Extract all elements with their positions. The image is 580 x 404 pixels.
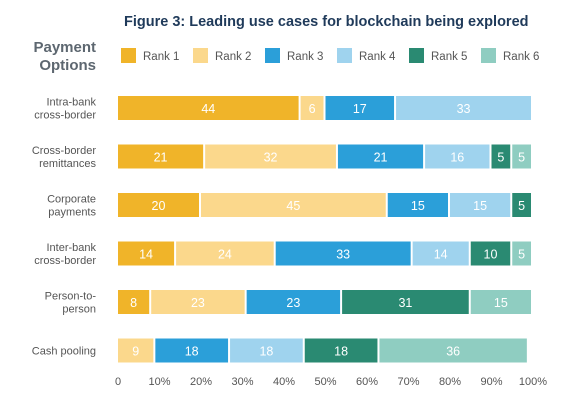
legend-label-rank-6: Rank 6 [503, 51, 539, 63]
bar-corporate-payments-rank-1 [118, 193, 199, 217]
data-label-intra-bank-cross-border-rank-2: 6 [309, 102, 316, 116]
legend-label-rank-4: Rank 4 [359, 51, 396, 63]
category-label-intra-bank-cross-border: Intra-bank cross-border [34, 97, 96, 122]
bar-intra-bank-cross-border-rank-3 [325, 96, 395, 120]
legend-swatch-rank-1 [121, 48, 136, 63]
bar-person-to-person-rank-3 [246, 290, 341, 314]
bar-corporate-payments-rank-4 [450, 193, 511, 217]
data-label-intra-bank-cross-border-rank-4: 33 [457, 102, 471, 116]
category-labels: Intra-bank cross-border Cross-border remitt… [32, 97, 97, 358]
x-axis-ticks: 0 10% 20% 30% 40% 50% 60% 70% 80% 90% 100% [115, 376, 547, 388]
data-label-cash-pooling-rank-2: 9 [132, 345, 139, 359]
legend: Rank 1 Rank 2 Rank 3 Rank 4 Rank 5 Rank 6 [121, 48, 539, 63]
data-label-cash-pooling-rank-5: 18 [334, 345, 348, 359]
legend-swatch-rank-2 [193, 48, 208, 63]
legend-swatch-rank-4 [337, 48, 352, 63]
x-tick-label-6: 60% [356, 376, 378, 388]
legend-label-rank-3: Rank 3 [287, 51, 323, 63]
data-label-cross-border-remittances-rank-3: 21 [374, 151, 388, 165]
bar-corporate-payments-rank-2 [201, 193, 386, 217]
data-label-person-to-person-rank-5: 31 [398, 296, 412, 310]
x-tick-label-3: 30% [231, 376, 253, 388]
x-tick-label-8: 80% [439, 376, 461, 388]
bar-person-to-person-rank-1 [118, 290, 150, 314]
bar-cash-pooling-rank-4 [230, 338, 303, 363]
data-label-intra-bank-cross-border-rank-1: 44 [201, 102, 215, 116]
bar-cross-border-remittances-rank-1 [118, 144, 204, 169]
data-label-corporate-payments-rank-4: 15 [473, 199, 487, 213]
x-tick-label-0: 0 [115, 376, 121, 388]
bar-cross-border-remittances-rank-5 [491, 144, 511, 169]
data-label-inter-bank-cross-border-rank-1: 14 [139, 248, 153, 262]
bar-cash-pooling-rank-2 [118, 338, 154, 363]
bar-person-to-person-rank-5 [342, 290, 469, 314]
data-label-person-to-person-rank-3: 23 [286, 296, 300, 310]
category-label-cash-pooling: Cash pooling [32, 346, 96, 358]
data-label-inter-bank-cross-border-rank-5: 10 [484, 248, 498, 262]
bar-inter-bank-cross-border-rank-5 [470, 241, 511, 266]
bar-person-to-person-rank-6 [470, 290, 531, 314]
legend-label-rank-2: Rank 2 [215, 51, 251, 63]
data-label-inter-bank-cross-border-rank-6: 5 [518, 248, 525, 262]
data-label-cash-pooling-rank-4: 18 [259, 345, 273, 359]
data-label-inter-bank-cross-border-rank-3: 33 [336, 248, 350, 262]
y-axis-title-text: Payment Options [33, 39, 96, 74]
data-label-cash-pooling-rank-6: 36 [446, 345, 460, 359]
x-tick-label-2: 20% [190, 376, 212, 388]
bar-cross-border-remittances-rank-2 [205, 144, 336, 169]
chart-title: Figure 3: Leading use cases for blockcha… [124, 14, 529, 30]
x-tick-label-4: 40% [273, 376, 295, 388]
x-tick-label-9: 90% [480, 376, 502, 388]
bar-person-to-person-rank-2 [151, 290, 245, 314]
bar-inter-bank-cross-border-rank-2 [176, 241, 274, 266]
data-label-corporate-payments-rank-5: 5 [518, 199, 525, 213]
bar-cross-border-remittances-rank-3 [337, 144, 424, 169]
y-axis-title: Payment Options [33, 39, 96, 74]
data-label-person-to-person-rank-6: 15 [494, 296, 508, 310]
bar-inter-bank-cross-border-rank-4 [412, 241, 469, 266]
data-label-corporate-payments-rank-3: 15 [411, 199, 425, 213]
data-label-cross-border-remittances-rank-4: 16 [450, 151, 464, 165]
bar-cross-border-remittances-rank-4 [425, 144, 490, 169]
data-label-inter-bank-cross-border-rank-2: 24 [218, 248, 232, 262]
bar-intra-bank-cross-border-rank-1 [118, 96, 299, 120]
x-tick-label-5: 50% [314, 376, 336, 388]
legend-label-rank-5: Rank 5 [431, 51, 467, 63]
data-label-person-to-person-rank-2: 23 [191, 296, 205, 310]
legend-swatch-rank-6 [481, 48, 496, 63]
category-label-person-to-person: Person-to-person [45, 291, 97, 316]
bar-cash-pooling-rank-6 [379, 338, 527, 363]
category-label-inter-bank-cross-border: Inter-bank cross-border [34, 242, 96, 267]
category-label-corporate-payments: Corporate payments [47, 194, 96, 219]
legend-label-rank-1: Rank 1 [143, 51, 179, 63]
data-label-cross-border-remittances-rank-2: 32 [264, 151, 278, 165]
data-label-inter-bank-cross-border-rank-4: 14 [434, 248, 448, 262]
category-label-cross-border-remittances: Cross-border remittances [32, 145, 97, 170]
bar-cross-border-remittances-rank-6 [512, 144, 531, 169]
data-label-cross-border-remittances-rank-6: 5 [518, 151, 525, 165]
data-label-corporate-payments-rank-1: 20 [152, 199, 166, 213]
x-tick-label-7: 70% [397, 376, 419, 388]
bar-cash-pooling-rank-5 [304, 338, 378, 363]
legend-swatch-rank-3 [265, 48, 280, 63]
bar-intra-bank-cross-border-rank-4 [396, 96, 531, 120]
bar-inter-bank-cross-border-rank-3 [275, 241, 411, 266]
data-label-cash-pooling-rank-3: 18 [185, 345, 199, 359]
bar-intra-bank-cross-border-rank-2 [300, 96, 324, 120]
bar-inter-bank-cross-border-rank-6 [512, 241, 531, 266]
x-tick-label-10: 100% [519, 376, 547, 388]
data-label-cross-border-remittances-rank-5: 5 [497, 151, 504, 165]
bar-cash-pooling-rank-3 [155, 338, 229, 363]
data-label-intra-bank-cross-border-rank-3: 17 [353, 102, 367, 116]
bar-inter-bank-cross-border-rank-1 [118, 241, 175, 266]
bar-corporate-payments-rank-3 [387, 193, 448, 217]
data-label-corporate-payments-rank-2: 45 [286, 199, 300, 213]
bar-corporate-payments-rank-5 [512, 193, 531, 217]
data-label-person-to-person-rank-1: 8 [130, 296, 137, 310]
legend-swatch-rank-5 [409, 48, 424, 63]
x-tick-label-1: 10% [148, 376, 170, 388]
data-label-cross-border-remittances-rank-1: 21 [154, 151, 168, 165]
